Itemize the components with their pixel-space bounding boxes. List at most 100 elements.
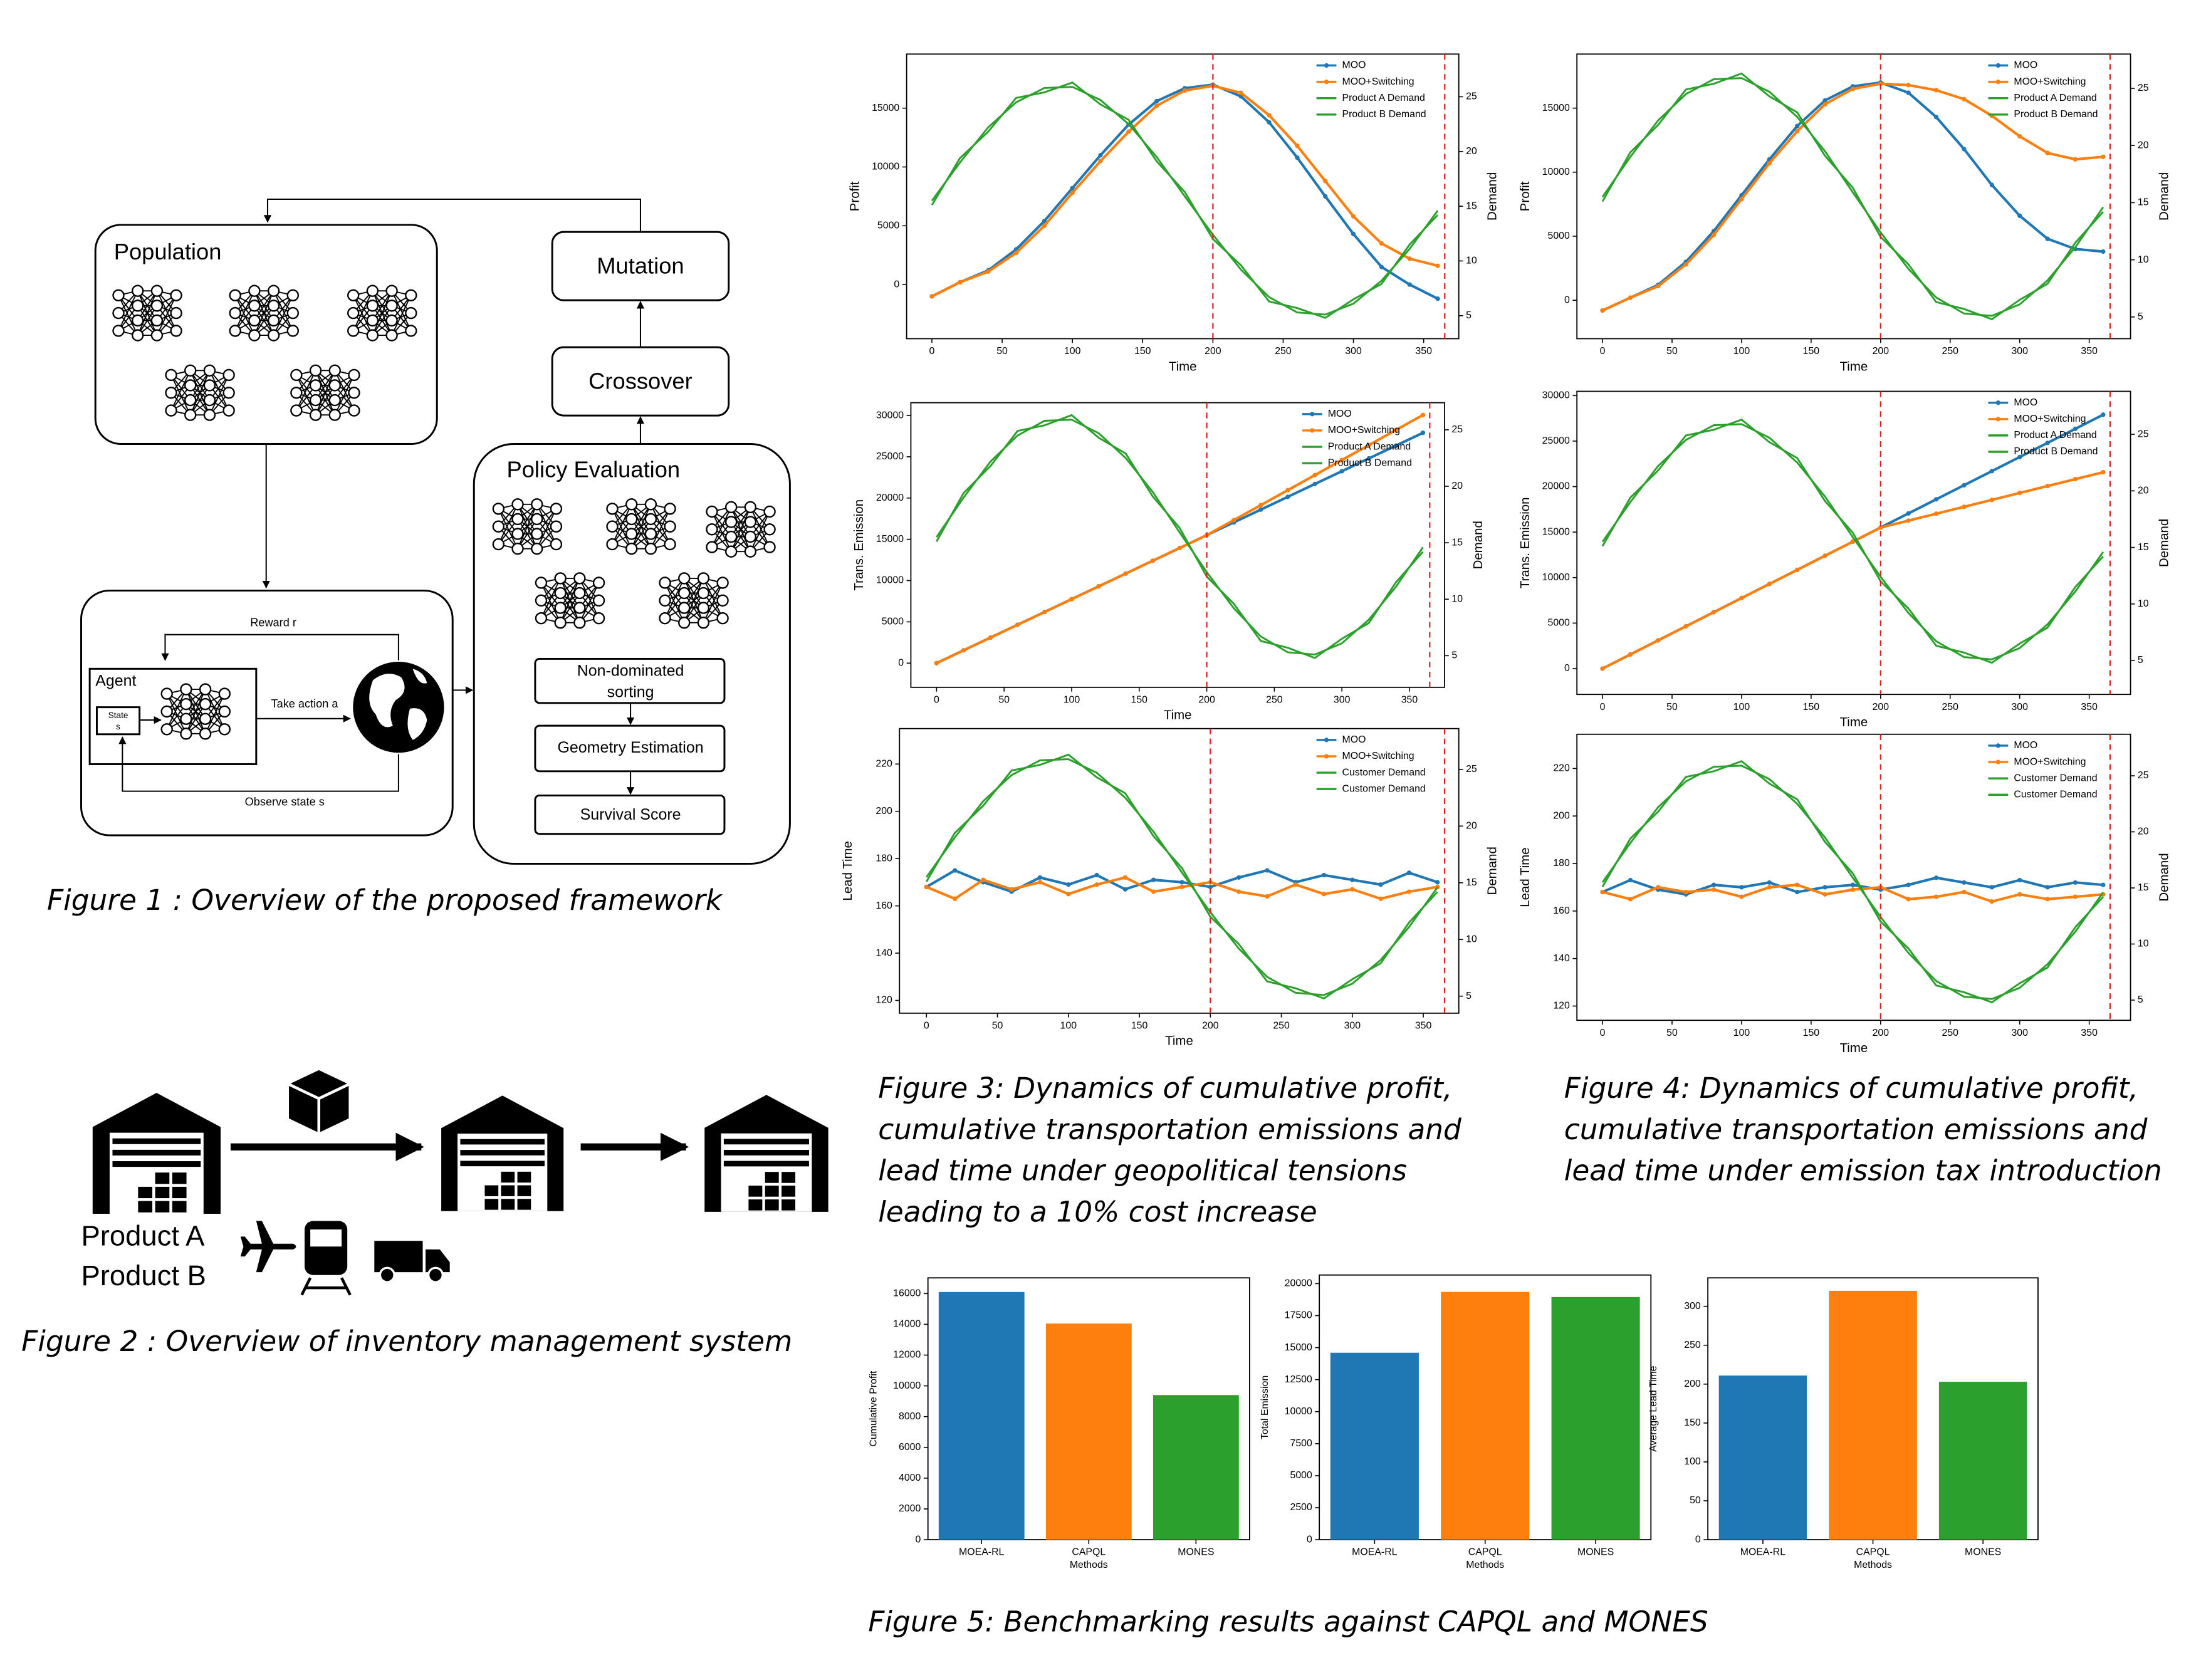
point	[1711, 232, 1717, 237]
y-tick-label: 250	[1684, 1340, 1701, 1350]
bar	[1718, 1375, 1807, 1540]
point	[1600, 308, 1605, 313]
point	[1628, 877, 1633, 883]
y-tick-label: 12500	[1285, 1374, 1312, 1385]
point	[1878, 81, 1883, 86]
y-tick-label: 25000	[876, 451, 904, 462]
point	[1378, 896, 1383, 901]
warehouse-icon	[92, 1093, 221, 1214]
point	[1711, 882, 1717, 887]
point	[1258, 503, 1263, 508]
x-tick-label: 250	[1942, 346, 1959, 357]
y-tick-label: 15000	[872, 103, 899, 113]
point	[929, 294, 934, 299]
y-tick-label: 5000	[1548, 618, 1570, 629]
y-tick-label: 2000	[899, 1503, 921, 1514]
point	[1070, 185, 1075, 190]
population-label: Population	[114, 239, 222, 264]
legend-marker	[1995, 63, 2001, 68]
y-tick-label: 25	[1451, 424, 1463, 435]
product-label: Product A	[81, 1220, 206, 1252]
y-tick-label: 20000	[1285, 1278, 1312, 1289]
y-tick-label: 220	[1553, 763, 1570, 774]
point	[1366, 442, 1371, 447]
geometry-box	[534, 724, 726, 773]
y-tick-label: 20	[2138, 140, 2149, 150]
point	[1265, 868, 1270, 873]
y-tick-label: 15	[1451, 537, 1463, 548]
point	[1406, 889, 1412, 894]
point	[1962, 880, 1967, 885]
point	[1989, 899, 1994, 904]
y-tick-label: 30000	[1542, 390, 1570, 401]
x-tick-label: 300	[1334, 694, 1351, 705]
x-tick-label: 300	[1345, 346, 1362, 357]
y-tick-label: 5	[2138, 655, 2143, 665]
y-tick-label: 200	[1553, 810, 1570, 821]
bar	[1551, 1297, 1640, 1540]
point	[1795, 882, 1800, 887]
point	[2101, 249, 2106, 254]
y-tick-label: 5	[1466, 310, 1472, 321]
state-box	[96, 706, 141, 736]
x-tick-label: 50	[1666, 346, 1678, 357]
point	[1435, 880, 1440, 885]
y-tick-label: 10000	[893, 1380, 921, 1391]
point	[1236, 875, 1242, 880]
point	[1393, 443, 1399, 448]
y-tick-label: 0	[915, 1534, 921, 1545]
y2-axis-label: Demand	[2157, 853, 2171, 901]
legend-label: MOO+Switching	[2014, 756, 2086, 767]
x-tick-label: 350	[1415, 1021, 1432, 1031]
point	[1850, 86, 1856, 91]
point	[981, 877, 986, 882]
point	[1321, 872, 1327, 878]
caption: Figure 5: Benchmarking results against C…	[868, 1605, 1708, 1639]
x-tick-label: 200	[1873, 346, 1890, 357]
point	[1962, 147, 1967, 152]
x-tick-label: 50	[1666, 702, 1678, 712]
point	[1258, 507, 1263, 512]
y-tick-label: 25	[2138, 770, 2149, 781]
point	[934, 660, 939, 665]
y-axis-label: Profit	[1519, 181, 1532, 211]
y2-axis-label: Demand	[2157, 172, 2171, 221]
x-tick-label: 150	[1803, 1028, 1820, 1038]
point	[2101, 469, 2106, 475]
point	[1739, 595, 1744, 601]
point	[2017, 454, 2022, 459]
point	[1098, 153, 1103, 158]
x-tick-label: MONES	[1965, 1547, 2001, 1558]
y-tick-label: 5	[2138, 311, 2143, 322]
point	[1321, 892, 1327, 897]
legend-label: Customer Demand	[2014, 773, 2097, 783]
legend-marker	[1324, 754, 1329, 759]
point	[952, 896, 958, 901]
x-tick-label: MONES	[1577, 1547, 1614, 1558]
arrow	[118, 736, 399, 792]
point	[1267, 120, 1272, 125]
point	[1070, 190, 1075, 196]
y-tick-label: 15	[1466, 201, 1477, 211]
arrow	[263, 198, 641, 232]
y-tick-label: 20	[2138, 486, 2149, 496]
x-tick-label: 250	[1275, 346, 1292, 357]
x-tick-label: 200	[1202, 1021, 1219, 1031]
legend-marker	[1995, 79, 2001, 85]
point	[1350, 877, 1355, 882]
legend-label: Product B Demand	[1342, 109, 1426, 120]
series-line	[926, 758, 1438, 996]
point	[924, 884, 929, 890]
point	[1378, 882, 1383, 887]
legend-label: MOO	[1342, 734, 1366, 745]
x-tick-label: 0	[1600, 346, 1606, 357]
x-tick-label: 250	[1942, 702, 1959, 712]
series-line	[1601, 764, 2104, 1000]
state-symbol: s	[116, 722, 120, 731]
survival-label: Survival Score	[580, 806, 681, 823]
x-tick-label: 350	[1415, 346, 1432, 357]
point	[1154, 103, 1159, 108]
point	[1683, 262, 1688, 267]
x-tick-label: 150	[1131, 1021, 1148, 1031]
package-icon	[288, 1070, 350, 1133]
